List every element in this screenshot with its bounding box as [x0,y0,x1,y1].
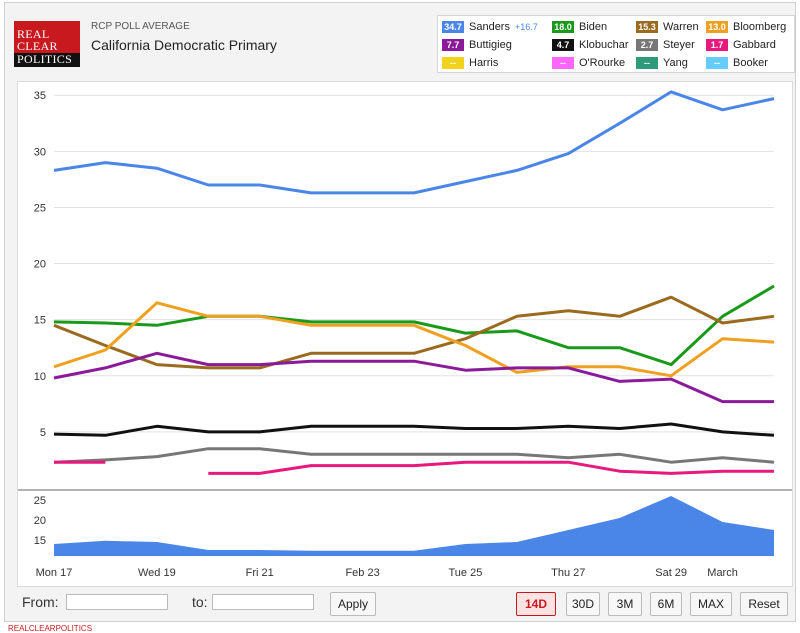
range-button-reset[interactable]: Reset [740,592,788,616]
x-tick-label: March [707,567,738,579]
legend-item-biden[interactable]: 18.0 Biden [552,20,607,34]
legend-name: Buttigieg [469,39,512,52]
poll-widget: REAL CLEAR POLITICS RCP POLL AVERAGE Cal… [4,2,796,622]
to-label: to: [192,594,208,610]
range-button-14d[interactable]: 14D [516,592,556,616]
legend-value-badge: 4.7 [552,39,574,52]
footer-text: REALCLEARPOLITICS [8,624,93,633]
legend-name: Warren [663,21,699,34]
legend-value-badge: 18.0 [552,21,574,34]
legend-item-klobuchar[interactable]: 4.7 Klobuchar [552,38,629,52]
y-tick-label: 10 [34,371,46,383]
series-line-sanders [53,90,775,195]
legend-item-harris[interactable]: -- Harris [442,56,498,70]
legend-value-badge: 13.0 [706,21,728,34]
legend-item-gabbard[interactable]: 1.7 Gabbard [706,38,776,52]
legend-item-warren[interactable]: 15.3 Warren [636,20,699,34]
legend-value-badge: 7.7 [442,39,464,52]
y-tick-label: 20 [34,259,46,271]
legend-value-badge: 15.3 [636,21,658,34]
legend-name: Harris [469,57,499,70]
legend-value-badge: -- [636,57,658,70]
range-button-max[interactable]: MAX [690,592,732,616]
range-button-6m[interactable]: 6M [650,592,682,616]
legend-value-badge: 1.7 [706,39,728,52]
legend-item-bloomberg[interactable]: 13.0 Bloomberg [706,20,786,34]
logo-line-1: REAL [17,27,50,41]
realclearpolitics-logo: REAL CLEAR POLITICS [14,21,80,67]
legend-name: Booker [733,57,768,70]
navigator-area [54,496,774,556]
legend-item-yang[interactable]: -- Yang [636,56,688,70]
legend-name: O'Rourke [579,57,626,70]
x-tick-label: Wed 19 [138,567,176,579]
legend-item-booker[interactable]: -- Booker [706,56,768,70]
legend-value-badge: -- [442,57,464,70]
legend-item-orourke[interactable]: -- O'Rourke [552,56,625,70]
y-tick-label: 5 [40,427,46,439]
from-date-input[interactable] [66,594,168,610]
y-tick-label: 30 [34,146,46,158]
series-line-biden [53,284,775,367]
legend-name: Steyer [663,39,695,52]
line-chart: 5 10 15 20 25 30 35 15 20 25 Mon 17 Wed 19 Fri 21 Feb… [18,90,792,579]
date-controls: From: to: Apply 14D 30D 3M 6M MAX Reset [4,586,796,620]
chart-title: California Democratic Primary [91,37,277,53]
x-tick-label: Thu 27 [551,567,585,579]
legend-item-sanders[interactable]: 34.7 Sanders +16.7 [442,20,538,34]
legend-name: Klobuchar [579,39,629,52]
legend-name: Bloomberg [733,21,787,34]
x-tick-label: Mon 17 [36,567,73,579]
chart-subtitle: RCP POLL AVERAGE [91,21,190,32]
legend-name: Biden [579,21,608,34]
navigator-y-tick-label: 15 [34,535,46,547]
series-line-bloomberg [53,301,775,378]
legend-value-badge: -- [552,57,574,70]
navigator-y-tick-label: 20 [34,515,46,527]
series-line-warren [53,295,775,370]
legend-item-buttigieg[interactable]: 7.7 Buttigieg [442,38,512,52]
legend-value-badge: 2.7 [636,39,658,52]
legend-spread: +16.7 [514,22,538,33]
chart-area: 5 10 15 20 25 30 35 15 20 25 Mon 17 Wed 19 Fri 21 Feb… [17,81,793,587]
range-button-3m[interactable]: 3M [608,592,642,616]
legend-item-steyer[interactable]: 2.7 Steyer [636,38,695,52]
x-tick-label: Sat 29 [655,567,687,579]
x-tick-label: Tue 25 [449,567,483,579]
y-tick-label: 25 [34,202,46,214]
to-date-input[interactable] [212,594,314,610]
series-line-buttigieg [53,351,774,404]
logo-line-2: CLEAR [17,39,58,53]
x-tick-label: Fri 21 [246,567,274,579]
legend-value-badge: 34.7 [442,21,464,34]
range-button-30d[interactable]: 30D [566,592,600,616]
legend-value-badge: -- [706,57,728,70]
logo-band [14,53,80,67]
legend-name: Sanders [469,21,510,34]
y-tick-label: 35 [34,90,46,102]
legend: 34.7 Sanders +16.7 18.0 Biden 15.3 Warren 13.0 B… [437,15,795,73]
legend-name: Yang [663,57,688,70]
legend-name: Gabbard [733,39,776,52]
y-tick-label: 15 [34,315,46,327]
from-label: From: [22,594,59,610]
apply-button[interactable]: Apply [330,592,376,616]
series-line-klobuchar [53,422,775,437]
series-line-steyer [53,447,775,464]
navigator-y-tick-label: 25 [34,495,46,507]
logo-line-3: POLITICS [17,52,73,66]
series-line-gabbard [208,460,774,475]
x-tick-label: Feb 23 [345,567,379,579]
